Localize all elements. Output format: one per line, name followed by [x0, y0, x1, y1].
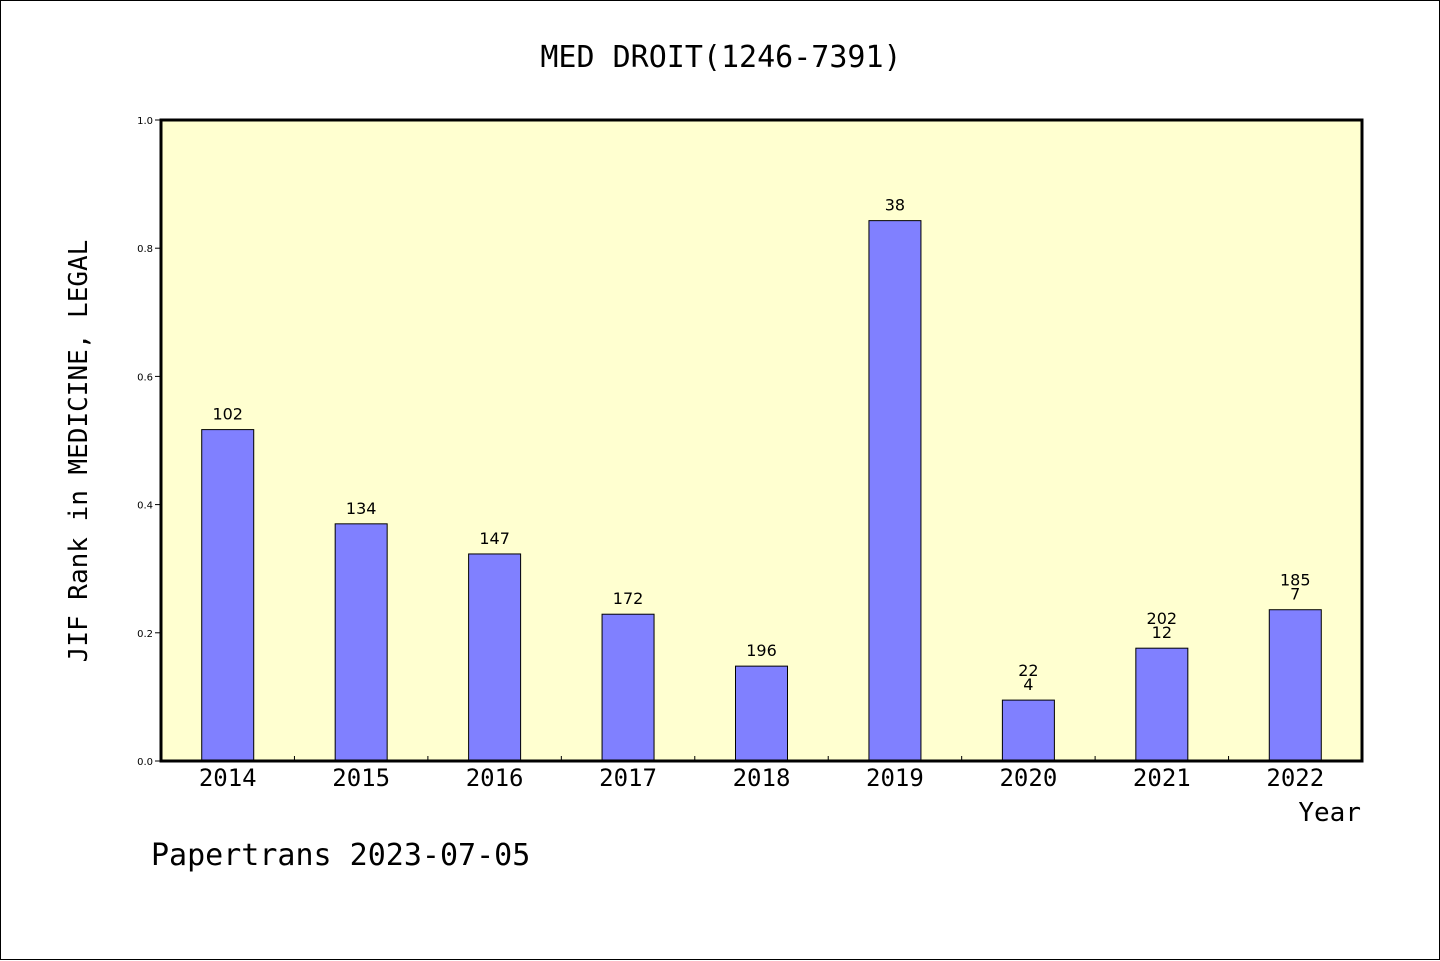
x-tick-label: 2020 — [999, 764, 1057, 792]
data-label: 185 — [1280, 571, 1311, 590]
x-tick-label: 2019 — [866, 764, 924, 792]
y-tick-label: 0.4 — [137, 501, 153, 512]
bar — [1135, 647, 1189, 762]
data-label: 4 — [1023, 675, 1033, 694]
bar — [868, 220, 922, 762]
bars — [201, 220, 1322, 762]
data-label: 7 — [1290, 585, 1300, 604]
data-label: 22 — [1018, 661, 1038, 680]
y-tick-label: 0.2 — [137, 629, 153, 640]
chart-title: MED DROIT(1246-7391) — [540, 40, 901, 75]
bar — [601, 613, 655, 762]
bar — [1268, 609, 1322, 762]
y-tick-label: 1.0 — [137, 116, 153, 127]
x-tick-label: 2021 — [1133, 764, 1191, 792]
footer-note: Papertrans 2023-07-05 — [151, 838, 530, 873]
x-tick-label: 2016 — [466, 764, 524, 792]
bar — [735, 665, 788, 762]
data-label: 38 — [885, 196, 905, 215]
bar — [468, 553, 522, 762]
y-axis-label: JIF Rank in MEDICINE, LEGAL — [64, 240, 94, 663]
y-axis: 0.0 0.2 0.4 0.6 0.8 1.0 — [137, 116, 161, 768]
x-axis-label: Year — [1298, 798, 1361, 828]
x-tick-label: 2017 — [599, 764, 657, 792]
data-label: 12 — [1152, 623, 1172, 642]
x-tick-label: 2022 — [1266, 764, 1324, 792]
data-label: 196 — [746, 641, 777, 660]
data-label: 172 — [613, 589, 644, 608]
x-axis: 2014 2015 2016 2017 2018 2019 2020 2021 2022 — [199, 756, 1324, 792]
bar — [201, 429, 255, 762]
y-tick-label: 0.6 — [137, 372, 153, 383]
data-label: 147 — [479, 529, 510, 548]
data-label: 102 — [212, 405, 243, 424]
y-tick-label: 0.0 — [137, 757, 153, 768]
x-tick-label: 2014 — [199, 764, 257, 792]
x-tick-label: 2018 — [733, 764, 791, 792]
y-tick-label: 0.8 — [137, 244, 153, 255]
bar — [334, 523, 388, 762]
plot-border — [159, 118, 1364, 763]
data-label: 202 — [1147, 609, 1178, 628]
x-tick-label: 2015 — [332, 764, 390, 792]
bar — [1001, 699, 1055, 762]
data-label: 134 — [346, 499, 377, 518]
